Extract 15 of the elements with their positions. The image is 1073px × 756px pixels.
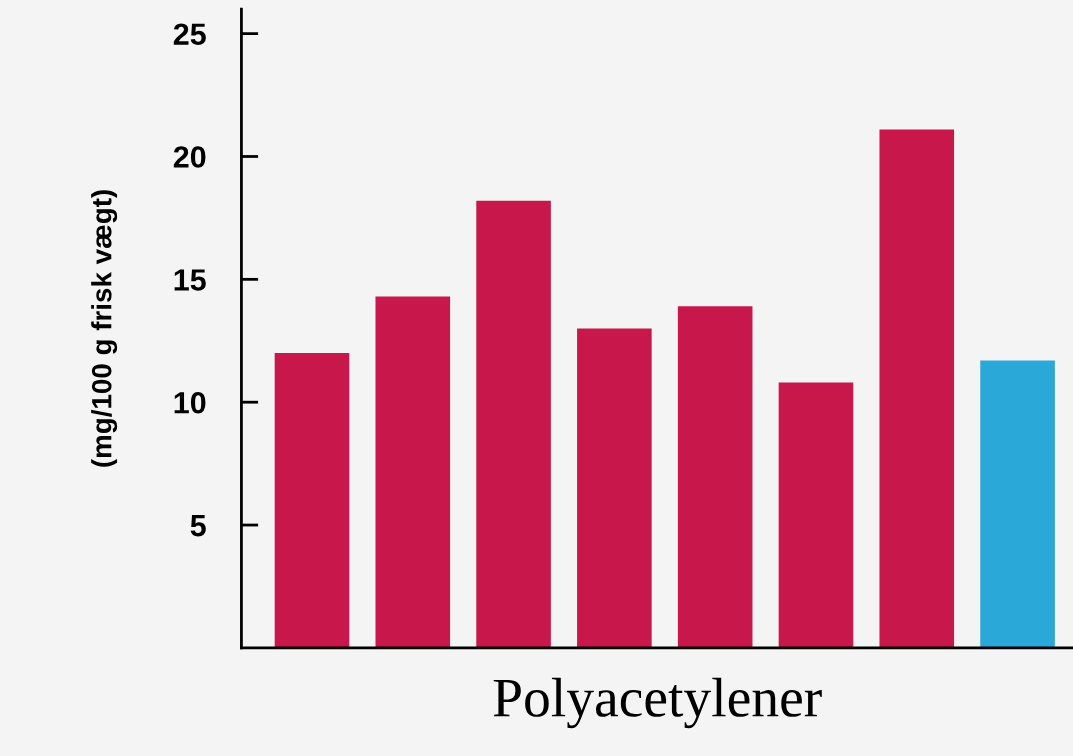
y-tick-label: 25 (173, 23, 206, 46)
y-tick-label: 5 (190, 515, 206, 537)
y-tick-label: 10 (174, 391, 206, 414)
bar (274, 353, 350, 648)
y-axis-title: (mg/100 g frisk vægt) (91, 190, 118, 467)
y-tick-label: 20 (173, 146, 206, 168)
x-axis-title: Polyacetylener (493, 677, 822, 729)
bar (577, 328, 652, 648)
bar (476, 200, 551, 648)
bar (879, 129, 955, 648)
bar (677, 306, 753, 648)
bar (778, 382, 854, 648)
bar (980, 360, 1055, 648)
bar (375, 296, 451, 648)
y-tick-label: 15 (174, 269, 206, 291)
